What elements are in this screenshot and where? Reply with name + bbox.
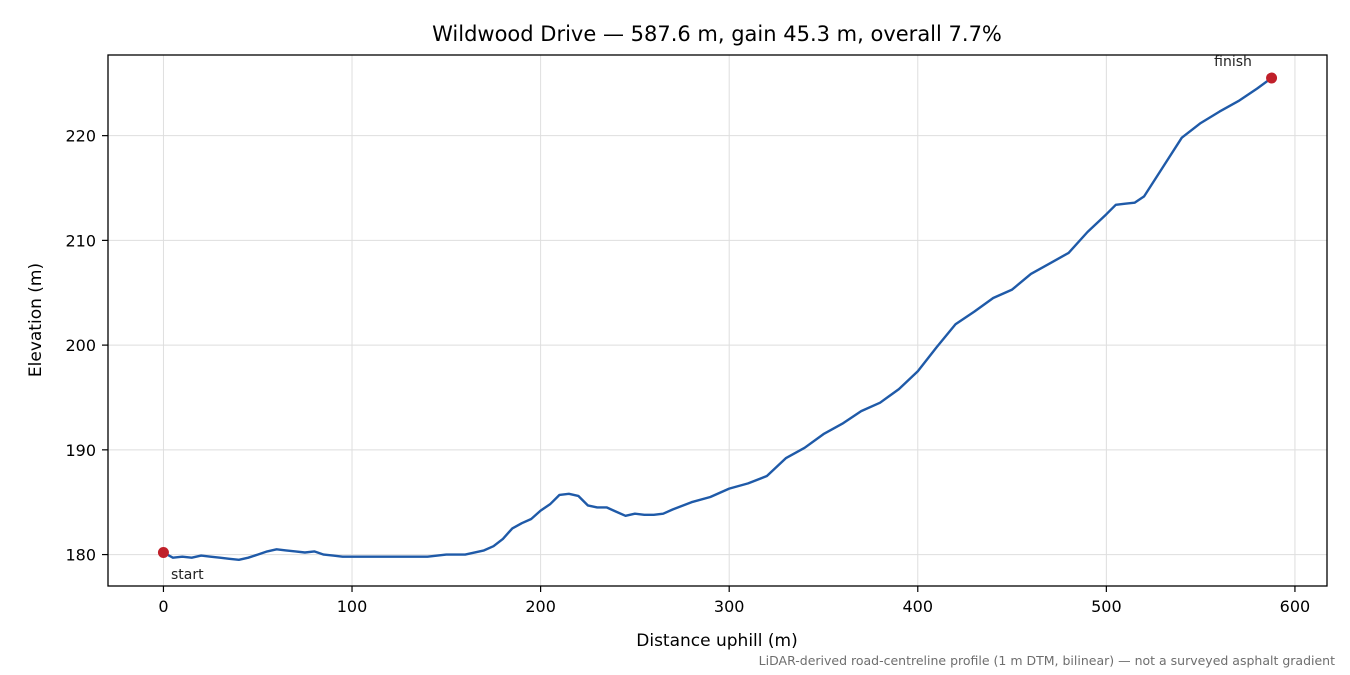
x-tick-label: 0 (158, 597, 168, 616)
elevation-profile-line (162, 76, 1273, 561)
y-tick-label: 180 (65, 546, 96, 565)
chart-title: Wildwood Drive — 587.6 m, gain 45.3 m, o… (432, 22, 1002, 46)
y-tick-label: 200 (65, 336, 96, 355)
x-tick-label: 200 (525, 597, 556, 616)
x-tick-label: 400 (903, 597, 934, 616)
x-tick-label: 300 (714, 597, 745, 616)
series-layer (162, 76, 1273, 561)
x-tick-label: 500 (1091, 597, 1122, 616)
x-tick-label: 600 (1280, 597, 1311, 616)
start-marker (157, 546, 169, 558)
y-tick-label: 210 (65, 231, 96, 250)
x-tick-label: 100 (337, 597, 368, 616)
start-label: start (171, 567, 204, 583)
finish-label: finish (1214, 54, 1252, 70)
y-tick-label: 190 (65, 441, 96, 460)
y-axis-ticks: 180 190 200 210 220 (65, 127, 108, 565)
endpoint-markers (157, 72, 1278, 558)
finish-marker (1266, 72, 1278, 84)
source-footnote: LiDAR-derived road-centreline profile (1… (759, 653, 1335, 668)
y-axis-label: Elevation (m) (26, 263, 46, 377)
x-axis-label: Distance uphill (m) (636, 631, 797, 651)
x-axis-ticks: 0 100 200 300 400 500 600 (158, 586, 1310, 616)
plot-frame (107, 54, 1328, 587)
y-tick-label: 220 (65, 127, 96, 146)
grid-lines (108, 55, 1327, 586)
